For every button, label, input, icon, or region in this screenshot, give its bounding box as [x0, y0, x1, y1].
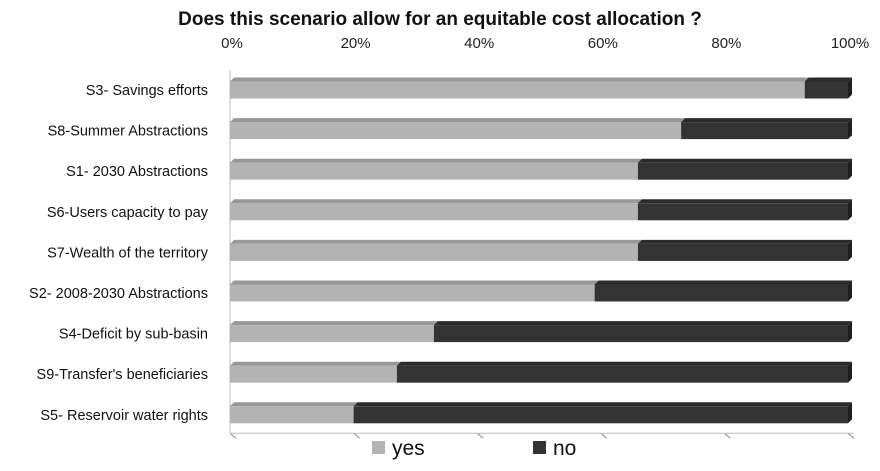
bar-segment-no-top — [637, 158, 852, 163]
bar-segment-no-top — [396, 361, 852, 366]
bar-end-face — [848, 321, 852, 343]
x-tick-mark — [847, 432, 855, 439]
bar-segment-no-top — [804, 77, 852, 82]
bar-segment-no — [637, 243, 848, 261]
bar-segment-no — [353, 406, 848, 424]
category-labels: S3- Savings efforts S8-Summer Abstraction… — [29, 83, 209, 424]
bar-end-face — [848, 239, 852, 261]
x-tick-mark — [724, 432, 731, 439]
category-label: S3- Savings efforts — [86, 83, 208, 99]
bar-segment-yes-top — [230, 361, 401, 366]
category-label: S7-Wealth of the territory — [47, 245, 209, 261]
bar-segment-yes — [230, 284, 595, 302]
category-label: S2- 2008-2030 Abstractions — [29, 286, 208, 302]
bar-segment-no — [396, 365, 848, 383]
x-tick-label: 60% — [588, 35, 618, 52]
legend-label-yes: yes — [392, 437, 425, 460]
bar-end-face — [848, 118, 852, 140]
bar-segment-yes-top — [230, 239, 642, 244]
x-tick-mark — [476, 432, 484, 439]
category-label: S4-Deficit by sub-basin — [59, 327, 208, 343]
bar-end-face — [848, 402, 852, 424]
x-tick-label: 100% — [831, 35, 869, 52]
bar-segment-no-top — [637, 239, 852, 244]
bar-segment-yes — [230, 122, 682, 140]
chart-title: Does this scenario allow for an equitabl… — [178, 9, 702, 30]
bar-segment-yes — [230, 365, 397, 383]
bar-segment-no — [594, 284, 848, 302]
category-label: S8-Summer Abstractions — [48, 124, 208, 140]
bar-end-face — [848, 199, 852, 221]
bar-segment-no-top — [433, 321, 852, 326]
bars — [230, 77, 852, 424]
legend-swatch-yes — [372, 441, 385, 454]
bar-segment-no — [804, 81, 848, 99]
bar-segment-no — [433, 325, 848, 343]
bar-end-face — [848, 158, 852, 180]
x-tick-label: 80% — [711, 35, 741, 52]
bar-segment-yes-top — [230, 199, 642, 204]
bar-segment-yes-top — [230, 158, 642, 163]
bar-segment-yes — [230, 162, 638, 180]
legend-label-no: no — [553, 437, 576, 460]
bar-segment-no — [637, 203, 848, 221]
bar-segment-yes — [230, 203, 638, 221]
bar-segment-yes-top — [230, 280, 599, 285]
bar-segment-yes-top — [230, 118, 686, 123]
x-tick-mark — [229, 432, 237, 439]
bar-segment-no-top — [637, 199, 852, 204]
x-tick-mark — [353, 432, 360, 439]
bar-end-face — [848, 280, 852, 302]
x-tick-label: 0% — [221, 35, 243, 52]
category-label: S9-Transfer's beneficiaries — [37, 367, 208, 383]
x-tick-label: 40% — [464, 35, 494, 52]
bar-segment-no-top — [594, 280, 852, 285]
category-label: S1- 2030 Abstractions — [66, 164, 208, 180]
bar-segment-no-top — [681, 118, 852, 123]
category-label: S5- Reservoir water rights — [40, 408, 208, 424]
bar-segment-no — [681, 122, 848, 140]
legend-swatch-no — [533, 441, 546, 454]
bar-segment-yes-top — [230, 321, 438, 326]
bar-segment-yes-top — [230, 77, 809, 82]
bar-segment-yes — [230, 81, 805, 99]
x-tick-label: 20% — [341, 35, 371, 52]
legend: yes no — [372, 437, 576, 460]
bar-segment-yes — [230, 243, 638, 261]
bar-end-face — [848, 361, 852, 383]
bar-segment-no — [637, 162, 848, 180]
x-tick-mark — [600, 432, 608, 439]
bar-segment-yes-top — [230, 402, 358, 407]
bar-segment-yes — [230, 406, 354, 424]
bar-segment-no-top — [353, 402, 852, 407]
bar-end-face — [848, 77, 852, 99]
category-label: S6-Users capacity to pay — [47, 205, 209, 221]
bar-segment-yes — [230, 325, 434, 343]
x-axis-ticks: 0% 20% 40% 60% 80% 100% — [221, 35, 869, 52]
